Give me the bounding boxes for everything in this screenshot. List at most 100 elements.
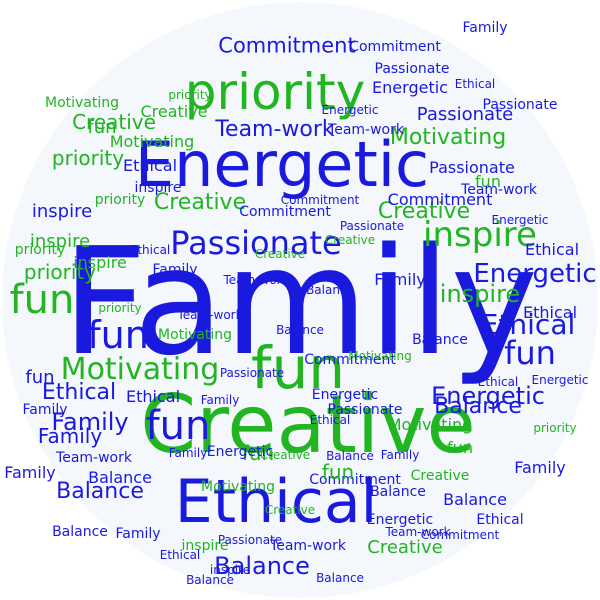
cloud-word: priority (23, 260, 97, 284)
cloud-word: Passionate (429, 158, 515, 177)
cloud-word: fun (9, 277, 75, 323)
cloud-word: Ethical (476, 512, 524, 528)
cloud-word: inspire (181, 538, 229, 554)
cloud-word: Ethical (159, 548, 201, 562)
cloud-word: Energetic (473, 259, 597, 289)
cloud-word: Balance (186, 573, 234, 587)
cloud-word: Ethical (129, 243, 171, 257)
cloud-word: Commitment (349, 39, 441, 55)
cloud-word: Motivating (60, 352, 220, 387)
cloud-word: Energetic (206, 444, 274, 460)
cloud-word: Ethical (122, 156, 178, 175)
cloud-word: Commitment (218, 33, 356, 58)
cloud-word: Balance (326, 449, 374, 463)
cloud-word: Commitment (280, 193, 360, 207)
cloud-word: Family (380, 448, 420, 462)
cloud-word: Energetic (311, 387, 379, 403)
cloud-word: Balance (276, 323, 324, 337)
cloud-word: Motivating (157, 327, 233, 343)
cloud-word: fun (241, 441, 275, 465)
cloud-word: Ethical (524, 240, 580, 259)
cloud-word: Family (37, 424, 103, 448)
cloud-word: inspire (134, 180, 182, 196)
cloud-word: fun (321, 460, 355, 484)
cloud-word: priority (168, 88, 212, 102)
cloud-word: inspire (423, 215, 537, 255)
cloud-word: Energetic (491, 213, 549, 227)
cloud-word: priority (94, 192, 146, 208)
cloud-word: priority (533, 421, 577, 435)
cloud-word: Motivating (200, 479, 276, 495)
cloud-word: inspire (209, 563, 251, 577)
cloud-word: Energetic (431, 382, 545, 410)
cloud-word: Motivating (44, 95, 120, 111)
cloud-word: Balance (434, 394, 522, 419)
cloud-word: Family (22, 402, 68, 418)
cloud-word: inspire (73, 253, 127, 272)
cloud-word: Creative (367, 537, 443, 558)
cloud-word: Passionate (217, 533, 283, 547)
cloud-word: Energetic (372, 78, 448, 97)
cloud-word: Passionate (416, 104, 514, 125)
cloud-word: Motivating (348, 349, 412, 363)
cloud-word: Ethical (309, 413, 351, 427)
cloud-word: Family (115, 526, 161, 542)
cloud-word: Creative (140, 102, 208, 121)
cloud-word: Ethical (522, 303, 578, 322)
cloud-word: Creative (259, 448, 311, 462)
cloud-word: Balance (52, 524, 108, 540)
cloud-word: Balance (412, 332, 468, 348)
cloud-word: Passionate (170, 224, 342, 262)
cloud-word: Ethical (174, 467, 378, 537)
cloud-word: Balance (56, 479, 144, 504)
cloud-word: Family (168, 446, 208, 460)
cloud-word: Creative (72, 110, 156, 134)
cloud-word: Passionate (327, 402, 403, 418)
cloud-word: Family (61, 216, 539, 388)
cloud-word: fun (87, 117, 117, 138)
cloud-word: Team-work (385, 525, 451, 539)
cloud-word: Motivating (109, 132, 195, 151)
cloud-word: Family (51, 408, 129, 436)
cloud-word: Energetic (134, 128, 430, 201)
cloud-word: Ethical (41, 380, 117, 405)
cloud-word: fun (504, 334, 556, 372)
cloud-word: inspire (31, 201, 93, 222)
cloud-word: fun (145, 403, 211, 449)
cloud-word: priority (98, 301, 142, 315)
cloud-word: Commitment (239, 204, 331, 220)
cloud-word: Ethical (480, 308, 576, 341)
cloud-word: Ethical (125, 387, 181, 406)
cloud-word: Family (514, 458, 566, 477)
cloud-word: Creative (410, 468, 470, 484)
cloud-word: Commitment (387, 190, 493, 209)
cloud-word: Family (374, 270, 426, 289)
cloud-word: Creative (324, 233, 376, 247)
cloud-word: priority (184, 63, 366, 121)
cloud-word: Commitment (309, 472, 401, 488)
cloud-word: fun (25, 367, 55, 388)
cloud-word: Team-work (328, 122, 404, 138)
cloud-word: Balance (443, 490, 507, 509)
cloud-word: priority (14, 242, 66, 258)
cloud-word: Creative (140, 378, 476, 471)
cloud-word: Team-work (270, 538, 346, 554)
cloud-word: Team-work (56, 450, 132, 466)
cloud-word: Balance (214, 552, 310, 580)
cloud-word: priority (51, 146, 125, 170)
cloud-word: Creative (264, 503, 316, 517)
cloud-word: Team-work (177, 308, 243, 322)
cloud-word: fun (87, 313, 149, 357)
cloud-word: inspire (439, 280, 521, 308)
cloud-word: fun (447, 438, 473, 457)
cloud-word: Creative (377, 199, 471, 224)
cloud-word: Balance (306, 283, 354, 297)
cloud-word: Family (462, 20, 508, 36)
cloud-word: Creative (153, 190, 247, 215)
cloud-word: Commitment (420, 528, 500, 542)
cloud-word: fun (475, 172, 501, 191)
cloud-word: Ethical (454, 77, 496, 91)
cloud-word: Passionate (219, 366, 285, 380)
